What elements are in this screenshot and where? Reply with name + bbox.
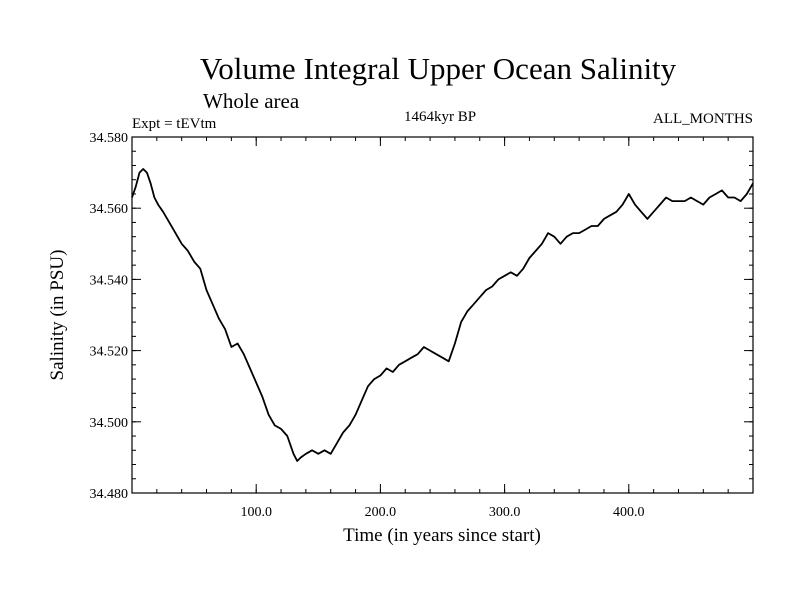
y-tick-label: 34.480 bbox=[90, 487, 129, 502]
chart-title: Volume Integral Upper Ocean Salinity bbox=[200, 51, 677, 86]
axes: 34.480 34.500 34.520 34.540 34.560 34.580 100.… bbox=[90, 131, 753, 520]
x-tick-label: 200.0 bbox=[365, 505, 397, 520]
y-tick-label: 34.500 bbox=[90, 416, 129, 431]
x-tick-label: 400.0 bbox=[613, 505, 645, 520]
x-tick-label: 100.0 bbox=[240, 505, 272, 520]
x-tick-label: 300.0 bbox=[489, 505, 521, 520]
y-tick-label: 34.580 bbox=[90, 131, 129, 146]
y-tick-label: 34.540 bbox=[90, 273, 129, 288]
plot-frame bbox=[131, 136, 754, 494]
period-label: 1464kyr BP bbox=[404, 109, 476, 125]
y-axis-label: Salinity (in PSU) bbox=[47, 250, 68, 381]
y-tick-label: 34.560 bbox=[90, 202, 129, 217]
x-axis-label: Time (in years since start) bbox=[343, 525, 541, 546]
chart-subtitle: Whole area bbox=[203, 89, 300, 113]
months-label: ALL_MONTHS bbox=[653, 111, 753, 127]
salinity-series-line bbox=[131, 168, 754, 462]
y-tick-label: 34.520 bbox=[90, 345, 129, 360]
experiment-label: Expt = tEVtm bbox=[132, 116, 217, 132]
